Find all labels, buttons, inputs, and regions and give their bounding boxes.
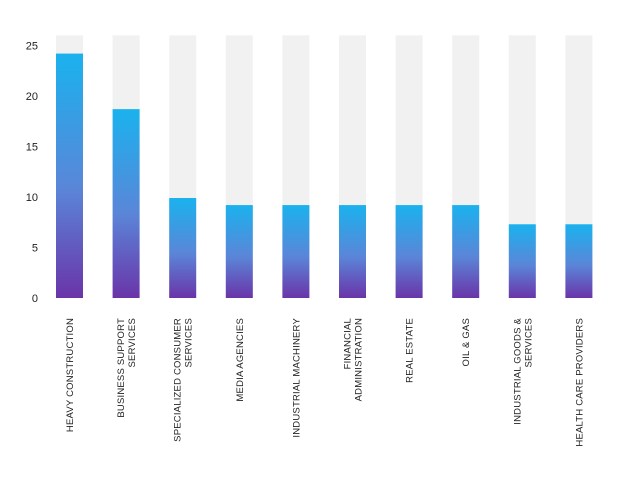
x-tick-label-line: SERVICES [523, 318, 534, 367]
bar [395, 205, 423, 298]
bar [169, 198, 197, 298]
x-tick-label: BUSINESS SUPPORT SERVICES [116, 318, 138, 418]
x-tick-label-line: BUSINESS SUPPORT [116, 318, 127, 418]
x-tick-label: HEAVY CONSTRUCTION [65, 318, 76, 432]
x-tick-label: FINANCIAL ADMINISTRATION [343, 318, 365, 401]
y-tick-label: 15 [26, 142, 38, 154]
y-tick-label: 10 [26, 192, 38, 204]
bar [56, 53, 83, 298]
x-tick-label: INDUSTRIAL MACHINERY [291, 318, 302, 438]
bar [565, 224, 593, 298]
bar [112, 109, 140, 298]
x-tick-label: MEDIA AGENCIES [235, 318, 246, 402]
bar [282, 205, 310, 298]
bar [452, 205, 480, 298]
x-tick-label: REAL ESTATE [405, 318, 416, 383]
x-tick-label-line: OIL & GAS [461, 318, 472, 366]
x-tick-label-line: FINANCIAL [343, 318, 354, 369]
x-tick-label-line: HEALTH CARE PROVIDERS [574, 318, 585, 447]
x-tick-label: SPECIALIZED CONSUMER SERVICES [173, 318, 195, 442]
bars [56, 53, 593, 298]
x-tick-label-line: INDUSTRIAL MACHINERY [291, 318, 302, 438]
y-tick-label: 5 [32, 243, 38, 255]
bar [225, 205, 253, 298]
y-tick-label: 25 [26, 41, 38, 53]
bar [339, 205, 366, 298]
x-tick-label-line: SERVICES [184, 318, 195, 367]
x-tick-label: OIL & GAS [461, 318, 472, 366]
y-tick-label: 0 [32, 293, 38, 305]
x-tick-label: INDUSTRIAL GOODS & SERVICES [512, 318, 534, 425]
x-tick-label-line: SERVICES [127, 318, 138, 367]
bar [508, 224, 536, 298]
y-tick-label: 20 [26, 91, 38, 103]
x-axis: HEAVY CONSTRUCTION BUSINESS SUPPORT SERVIC… [65, 318, 585, 447]
x-tick-label-line: REAL ESTATE [405, 318, 416, 383]
x-tick-label-line: HEAVY CONSTRUCTION [65, 318, 76, 432]
x-tick-label: HEALTH CARE PROVIDERS [574, 318, 585, 447]
x-tick-label-line: ADMINISTRATION [354, 318, 365, 401]
x-tick-label-line: MEDIA AGENCIES [235, 318, 246, 402]
x-tick-label-line: INDUSTRIAL GOODS & [512, 318, 523, 425]
x-tick-label-line: SPECIALIZED CONSUMER [173, 318, 184, 442]
y-axis: 0 5 10 15 20 25 [26, 41, 38, 306]
